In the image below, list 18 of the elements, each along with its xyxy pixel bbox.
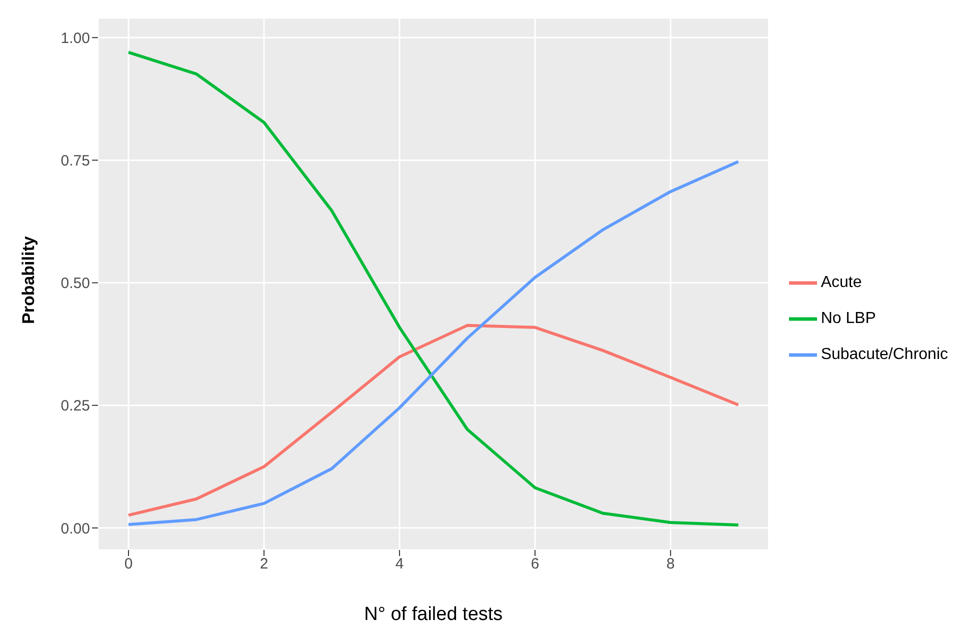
y-axis-title: Probability (19, 236, 38, 324)
legend-label: No LBP (820, 310, 876, 327)
y-tick-label: 0.50 (60, 275, 90, 292)
x-axis-title: N° of failed tests (364, 604, 503, 625)
line-series (126, 324, 740, 517)
legend-label: Subacute/Chronic (820, 346, 948, 363)
y-tick-label: 0.00 (60, 520, 90, 538)
legend-label: Acute (820, 274, 862, 291)
x-tick-label: 4 (395, 556, 404, 573)
x-tick-label: 8 (666, 556, 675, 573)
x-tick-label: 0 (124, 556, 133, 573)
line-series (126, 50, 740, 526)
y-tick-label: 0.25 (60, 398, 90, 415)
y-tick-label: 0.75 (60, 152, 90, 170)
line-series (126, 160, 740, 526)
x-tick-label: 2 (260, 556, 268, 573)
y-tick-label: 1.00 (60, 30, 90, 47)
x-tick-label: 6 (530, 556, 540, 573)
